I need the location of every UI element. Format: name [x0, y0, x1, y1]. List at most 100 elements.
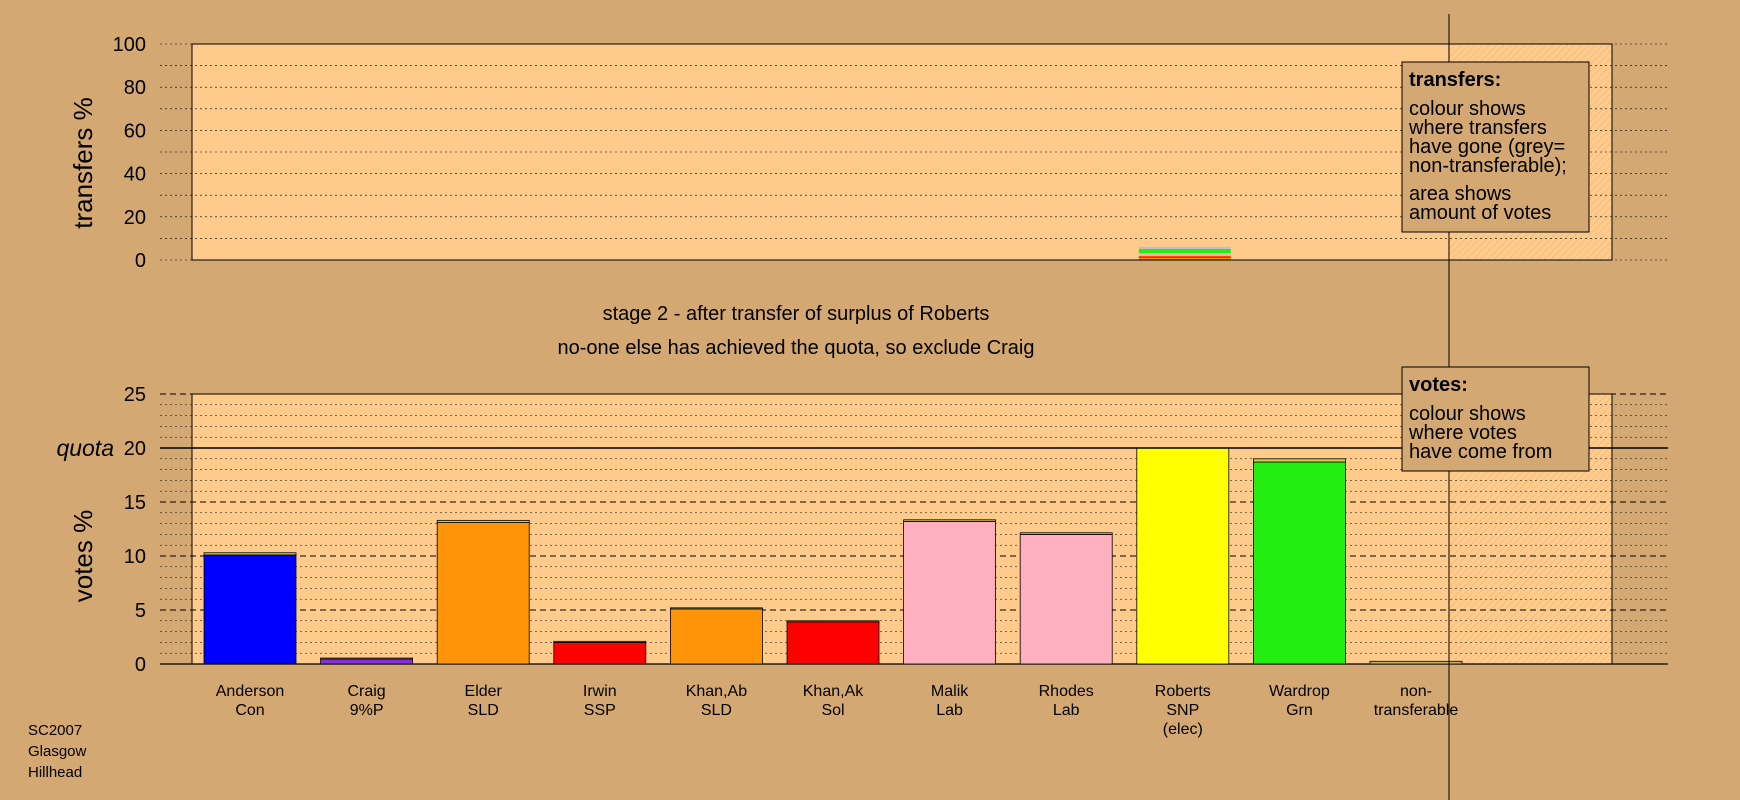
- x-tick-label: Malik: [931, 683, 969, 700]
- source-caption: SC2007 Glasgow Hillhead: [28, 722, 87, 781]
- bar-transfer-anderson: [203, 552, 297, 556]
- transfers-y-axis-label: transfers %: [68, 97, 98, 229]
- x-tick-label: SLD: [701, 702, 732, 719]
- votes-chart: 0 5 10 15 20 25 Anderson Con Craig 9%P Elder SLD Ir…: [56, 384, 1668, 738]
- bar-base-anderson: [203, 554, 297, 665]
- transfers-legend-line: amount of votes: [1409, 202, 1551, 224]
- bar-base-elder: [436, 522, 530, 665]
- x-tick-label: transferable: [1374, 702, 1459, 719]
- transfers-legend-line: where transfers: [1408, 117, 1547, 139]
- y-tick-label: 40: [124, 164, 146, 186]
- bar-transfer-irwin: [553, 640, 647, 643]
- transfers-legend-box: [1401, 61, 1590, 233]
- votes-y-axis-label: votes %: [68, 510, 98, 603]
- quota-label: quota: [56, 435, 114, 461]
- bar-base-irwin: [553, 642, 647, 665]
- x-tick-label: Elder: [465, 683, 503, 700]
- bar-rhodes: [1019, 532, 1113, 665]
- votes-legend-line: colour shows: [1409, 403, 1526, 425]
- transfer-segment-malik: [1138, 254, 1231, 256]
- y-tick-label: 5: [135, 600, 146, 622]
- bar-anderson: [203, 552, 297, 665]
- bar-khan-ab: [670, 607, 763, 665]
- transfer-segment-non-transferable: [1138, 246, 1231, 249]
- bar-wardrop: [1253, 458, 1346, 665]
- x-tick-label: Rhodes: [1039, 683, 1094, 700]
- y-tick-label: 0: [135, 250, 146, 272]
- bar-transfer-craig: [320, 657, 414, 660]
- votes-legend-line: have come from: [1409, 441, 1552, 463]
- votes-x-labels: Anderson Con Craig 9%P Elder SLD Irwin SSP Khan,…: [216, 683, 1459, 738]
- x-tick-label: Irwin: [583, 683, 617, 700]
- transfer-segment-khan-ab: [1138, 256, 1231, 257]
- bar-transfer-elder: [436, 519, 530, 523]
- transfers-legend: transfers: colour shows where transfers …: [1401, 61, 1590, 233]
- bar-transfer-khan-ab: [670, 607, 763, 610]
- transfer-segment-craig: [1138, 259, 1231, 260]
- votes-legend-title: votes:: [1409, 374, 1468, 396]
- transfers-legend-title: transfers:: [1409, 69, 1501, 91]
- x-tick-label: Anderson: [216, 683, 285, 700]
- transfers-legend-line: non-transferable);: [1409, 155, 1567, 177]
- bar-base-roberts: [1136, 447, 1230, 665]
- x-tick-label: Khan,Ak: [803, 683, 864, 700]
- bar-base-malik: [903, 521, 996, 665]
- x-tick-label: SNP: [1166, 702, 1199, 719]
- x-tick-label: Roberts: [1155, 683, 1211, 700]
- votes-legend: votes: colour shows where votes have com…: [1401, 366, 1590, 472]
- bar-base-wardrop: [1253, 461, 1346, 665]
- x-tick-label: 9%P: [350, 702, 384, 719]
- source-line: Hillhead: [28, 764, 82, 781]
- bar-khan-ak: [786, 620, 880, 665]
- x-tick-label: SLD: [468, 702, 499, 719]
- transfer-segment-irwin: [1138, 256, 1231, 258]
- bar-base-khan-ab: [670, 608, 763, 665]
- transfer-segment-khan-ak: [1138, 255, 1231, 257]
- stage-note: no-one else has achieved the quota, so e…: [558, 337, 1035, 359]
- x-tick-label: Lab: [1053, 702, 1080, 719]
- votes-y-ticks: 0 5 10 15 20 25: [124, 384, 146, 676]
- y-tick-label: 25: [124, 384, 146, 406]
- bar-craig: [320, 657, 414, 665]
- votes-bars: [203, 447, 1463, 665]
- transfers-legend-line: have gone (grey=: [1409, 136, 1565, 158]
- x-tick-label: Khan,Ab: [686, 683, 747, 700]
- x-tick-label: Craig: [347, 683, 385, 700]
- y-tick-label: 100: [113, 34, 146, 56]
- bar-transfer-wardrop: [1253, 458, 1346, 463]
- transfer-segment-wardrop: [1138, 248, 1231, 254]
- stage-heading: stage 2 - after transfer of surplus of R…: [603, 303, 990, 325]
- x-tick-label: Wardrop: [1269, 683, 1330, 700]
- y-tick-label: 10: [124, 546, 146, 568]
- x-tick-label: Sol: [821, 702, 844, 719]
- bar-base-rhodes: [1019, 534, 1113, 665]
- bar-malik: [903, 519, 996, 665]
- x-tick-label: Grn: [1286, 702, 1313, 719]
- transfers-y-ticks: 0 20 40 60 80 100: [113, 34, 146, 272]
- x-tick-label: Con: [235, 702, 264, 719]
- bar-irwin: [553, 640, 647, 665]
- x-tick-label: (elec): [1163, 721, 1203, 738]
- bar-elder: [436, 519, 530, 665]
- y-tick-label: 0: [135, 654, 146, 676]
- transfer-segment-rhodes: [1138, 253, 1231, 255]
- votes-legend-line: where votes: [1408, 422, 1517, 444]
- y-tick-label: 60: [124, 120, 146, 142]
- y-tick-label: 15: [124, 492, 146, 514]
- x-tick-label: Lab: [936, 702, 963, 719]
- y-tick-label: 20: [124, 207, 146, 229]
- source-line: Glasgow: [28, 743, 87, 760]
- transfer-segment-elder: [1138, 257, 1231, 260]
- votes-plot-area: [191, 393, 1613, 665]
- x-tick-label: SSP: [584, 702, 616, 719]
- source-line: SC2007: [28, 722, 82, 739]
- transfers-legend-line: area shows: [1409, 183, 1511, 205]
- bar-transfer-rhodes: [1019, 532, 1113, 535]
- bar-transfer-malik: [903, 519, 996, 522]
- bar-non: [1369, 660, 1463, 665]
- y-tick-label: 80: [124, 77, 146, 99]
- votes-legend-box: [1401, 366, 1590, 472]
- bar-transfer-khan-ak: [786, 620, 880, 623]
- transfers-bars: [1138, 246, 1231, 261]
